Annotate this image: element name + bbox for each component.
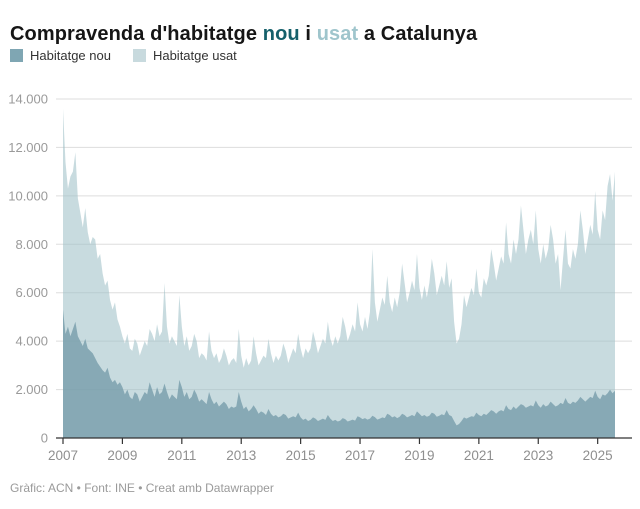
svg-text:4.000: 4.000 — [15, 334, 48, 349]
legend-swatch-nou-icon — [10, 49, 23, 62]
svg-text:8.000: 8.000 — [15, 237, 48, 252]
svg-text:2013: 2013 — [226, 448, 256, 463]
page-title: Compravenda d'habitatge nou i usat a Cat… — [10, 21, 632, 47]
svg-text:2017: 2017 — [345, 448, 375, 463]
svg-text:2011: 2011 — [167, 448, 196, 463]
title-middle: i — [299, 23, 317, 46]
legend: Habitatge nou Habitatge usat — [10, 48, 237, 63]
svg-text:14.000: 14.000 — [8, 92, 48, 107]
svg-text:2015: 2015 — [286, 448, 316, 463]
svg-text:2019: 2019 — [404, 448, 434, 463]
legend-item-nou: Habitatge nou — [10, 48, 111, 63]
title-suffix: a Catalunya — [358, 23, 478, 46]
svg-text:2009: 2009 — [107, 448, 137, 463]
svg-text:0: 0 — [41, 431, 48, 446]
legend-swatch-usat-icon — [132, 49, 146, 62]
legend-item-usat: Habitatge usat — [132, 48, 237, 63]
title-prefix: Compravenda d'habitatge — [10, 23, 263, 46]
svg-text:6.000: 6.000 — [15, 285, 48, 300]
attribution-footer: Gràfic: ACN • Font: INE • Creat amb Data… — [10, 481, 274, 495]
title-word-nou: nou — [262, 23, 300, 46]
svg-text:2.000: 2.000 — [15, 382, 48, 397]
legend-label-nou: Habitatge nou — [30, 48, 111, 63]
svg-text:2021: 2021 — [464, 448, 494, 463]
svg-text:2023: 2023 — [523, 448, 553, 463]
svg-text:2025: 2025 — [583, 448, 613, 463]
legend-label-usat: Habitatge usat — [152, 48, 237, 63]
title-word-usat: usat — [316, 23, 359, 46]
svg-text:10.000: 10.000 — [8, 188, 48, 203]
area-chart: 0 2.000 4.000 6.000 8.000 10.000 12.000 14.000 2… — [0, 88, 640, 472]
svg-text:12.000: 12.000 — [8, 140, 48, 155]
area-chart-svg: 0 2.000 4.000 6.000 8.000 10.000 12.000 14.000 2… — [8, 92, 632, 463]
svg-text:2007: 2007 — [48, 448, 78, 463]
